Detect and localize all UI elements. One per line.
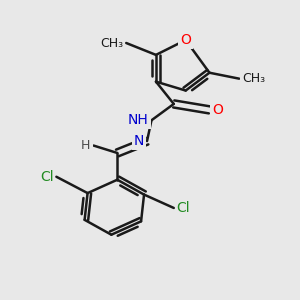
- Text: O: O: [212, 103, 223, 117]
- Text: O: O: [180, 33, 191, 47]
- Text: Cl: Cl: [40, 170, 53, 184]
- Text: CH₃: CH₃: [242, 72, 265, 85]
- Text: N: N: [134, 134, 144, 148]
- Text: NH: NH: [128, 113, 148, 127]
- Text: H: H: [81, 139, 91, 152]
- Text: CH₃: CH₃: [100, 37, 123, 50]
- Text: Cl: Cl: [177, 201, 190, 215]
